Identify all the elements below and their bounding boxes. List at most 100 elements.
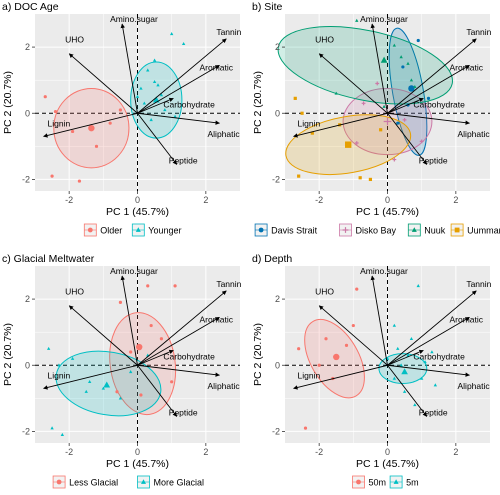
centroid-more-glacial bbox=[103, 381, 111, 388]
loading-arrow-lignin bbox=[43, 112, 138, 138]
point-5m bbox=[396, 346, 400, 350]
loading-label: Peptide bbox=[419, 408, 448, 418]
point-disko-bay bbox=[392, 157, 397, 162]
panel-title: c) Glacial Meltwater bbox=[2, 253, 95, 265]
point-more-glacial bbox=[84, 389, 88, 393]
legend-label: Less Glacial bbox=[69, 478, 118, 488]
point-less-glacial bbox=[170, 380, 174, 384]
loading-arrow-peptide bbox=[387, 112, 428, 165]
loading-arrow-lignin bbox=[43, 364, 138, 390]
loading-label: Aliphatic bbox=[208, 381, 241, 391]
point-5m bbox=[402, 389, 407, 393]
point-nuuk bbox=[355, 18, 359, 22]
point-5m bbox=[416, 284, 420, 288]
x-tick-label: -2 bbox=[315, 195, 323, 205]
y-tick-label: 0 bbox=[275, 108, 280, 118]
point-younger bbox=[135, 94, 140, 98]
point-uummannaq bbox=[300, 111, 304, 115]
loading-arrow-tannin bbox=[387, 38, 477, 114]
point-davis-strait bbox=[416, 38, 420, 43]
point-5m bbox=[433, 383, 438, 387]
loading-label: Tannin bbox=[466, 279, 491, 289]
point-nuuk bbox=[399, 55, 403, 59]
point-50m bbox=[303, 426, 308, 430]
loading-label: Aliphatic bbox=[458, 129, 491, 139]
point-less-glacial bbox=[129, 350, 133, 354]
point-disko-bay bbox=[375, 81, 380, 86]
loading-arrow-uho bbox=[68, 53, 138, 114]
y-tick-label: -2 bbox=[22, 174, 30, 184]
y-tick-label: 2 bbox=[275, 42, 280, 52]
loading-label: Carbohydrate bbox=[413, 351, 465, 361]
loading-arrow-aliphatic bbox=[387, 364, 470, 377]
point-50m bbox=[351, 323, 355, 328]
loading-arrow-uho bbox=[318, 53, 388, 114]
x-tick-label: 0 bbox=[135, 195, 140, 205]
loading-label: Lignin bbox=[298, 370, 321, 380]
point-more-glacial bbox=[70, 356, 75, 360]
legend-key-marker bbox=[140, 479, 147, 484]
point-younger bbox=[173, 114, 177, 118]
legend-label: Davis Strait bbox=[271, 226, 318, 236]
y-tick-label: 0 bbox=[25, 360, 30, 370]
panel-title: d) Depth bbox=[252, 253, 292, 265]
x-axis-label: PC 1 (45.7%) bbox=[106, 206, 169, 218]
point-younger bbox=[146, 68, 150, 72]
x-tick-label: 2 bbox=[203, 195, 208, 205]
loading-arrow-tannin bbox=[387, 290, 477, 366]
point-uummannaq bbox=[368, 177, 373, 182]
loading-arrow-aromatic bbox=[387, 64, 470, 114]
point-nuuk bbox=[413, 84, 417, 89]
legend-item-50m: 50m bbox=[352, 475, 386, 489]
point-nuuk bbox=[406, 61, 410, 65]
loading-label: Tannin bbox=[466, 27, 491, 37]
loading-label: Aromatic bbox=[200, 314, 234, 324]
panel-a-doc-age: a) DOC Age UHO Amino.sugar Tannin Aromatic Ca… bbox=[2, 1, 242, 237]
legend-item-uummannaq: Uummannaq bbox=[450, 223, 500, 237]
point-more-glacial bbox=[101, 386, 106, 390]
loading-arrow-peptide bbox=[137, 364, 178, 417]
loading-label: Carbohydrate bbox=[163, 351, 215, 361]
loading-label: Tannin bbox=[216, 279, 241, 289]
loading-arrow-carbohydrate bbox=[137, 349, 174, 366]
point-5m bbox=[423, 360, 427, 364]
ellipse-5m bbox=[378, 353, 428, 384]
point-5m bbox=[409, 336, 414, 341]
panel-c-glacial-meltwater: c) Glacial Meltwater UHO Amino.sugar Tannin… bbox=[2, 253, 242, 489]
loading-arrow-aromatic bbox=[387, 316, 470, 366]
loading-label: Peptide bbox=[169, 408, 198, 418]
point-50m bbox=[324, 337, 328, 341]
x-tick-label: 2 bbox=[453, 447, 458, 457]
point-more-glacial bbox=[50, 426, 54, 430]
loading-arrow-peptide bbox=[387, 364, 428, 417]
y-tick-label: -2 bbox=[272, 174, 280, 184]
y-tick-label: 2 bbox=[25, 42, 30, 52]
legend: Older Younger bbox=[83, 223, 182, 237]
y-tick-label: 0 bbox=[25, 108, 30, 118]
centroid-older bbox=[88, 124, 95, 132]
legend-item-davis-strait: Davis Strait bbox=[254, 223, 318, 237]
point-5m bbox=[419, 376, 424, 380]
point-uummannaq bbox=[310, 131, 314, 135]
point-older bbox=[43, 95, 47, 99]
point-davis-strait bbox=[426, 96, 431, 100]
loading-arrow-amino-sugar bbox=[370, 275, 388, 366]
legend-item-nuuk: Nuuk bbox=[407, 223, 446, 237]
point-older bbox=[77, 179, 82, 183]
point-older bbox=[94, 144, 99, 148]
point-disko-bay bbox=[402, 117, 407, 122]
legend-label: Disko Bay bbox=[356, 226, 397, 236]
loading-label: Amino.sugar bbox=[360, 266, 408, 276]
point-younger bbox=[149, 118, 153, 122]
point-5m bbox=[392, 323, 397, 327]
y-axis-label: PC 2 (20.7%) bbox=[2, 323, 14, 386]
point-younger bbox=[159, 93, 164, 97]
point-uummannaq bbox=[293, 96, 297, 100]
legend-item-less-glacial: Less Glacial bbox=[52, 475, 118, 489]
point-older bbox=[118, 108, 123, 112]
loading-arrow-carbohydrate bbox=[387, 349, 424, 366]
point-davis-strait bbox=[396, 121, 400, 125]
x-tick-label: 0 bbox=[385, 447, 390, 457]
y-tick-label: 0 bbox=[275, 360, 280, 370]
loading-arrow-carbohydrate bbox=[137, 97, 174, 114]
